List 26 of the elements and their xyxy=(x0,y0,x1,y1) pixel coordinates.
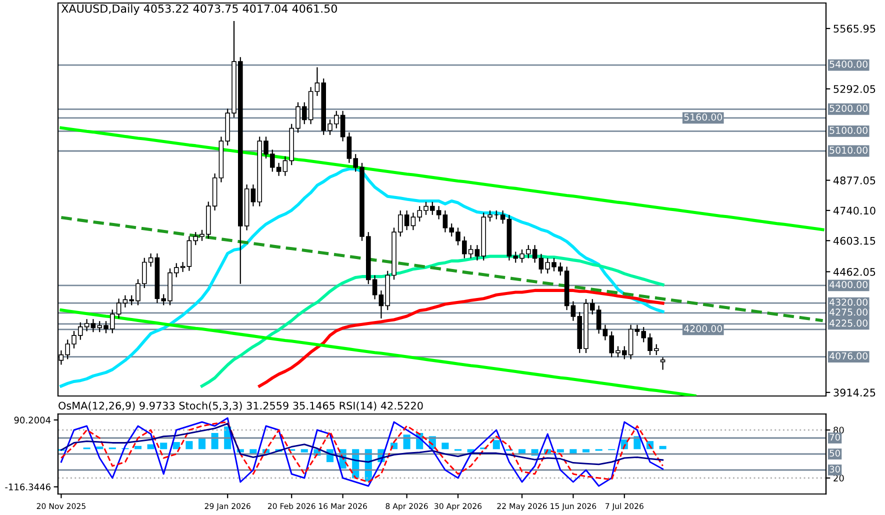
ref-line-label: 5010.00 xyxy=(830,146,868,154)
y-tick-label: 4740.10 xyxy=(833,206,876,215)
y-tick-label: 4877.05 xyxy=(833,176,876,184)
ref-line-label: 4275.00 xyxy=(830,308,868,316)
ref-line-label: 5100.00 xyxy=(830,126,868,134)
ref-line-label: 4200.00 xyxy=(684,325,722,332)
chart-title: XAUUSD,Daily 4053.22 4073.75 4017.04 4061.50 xyxy=(61,4,337,15)
y-tick-label: -116.3446 xyxy=(5,484,50,490)
ref-line-label: 5160.00 xyxy=(684,114,722,121)
ref-line-label: 70 xyxy=(830,434,840,441)
y-tick-label: 4603.15 xyxy=(833,236,876,245)
ref-line-label: 50 xyxy=(830,450,840,457)
ref-line-label: 4320.00 xyxy=(830,298,868,306)
y-tick-label: 5565.95 xyxy=(834,24,876,33)
y-tick-label: 4462.05 xyxy=(833,268,876,276)
chart-title: OsMA(12,26,9) 9.9733 Stoch(5,3,3) 31.2559 35.1465 RSI(14) 42.5220 xyxy=(58,402,423,411)
ref-line-label: 4076.00 xyxy=(830,352,868,360)
y-tick-label: 5292.05 xyxy=(834,85,876,93)
ref-line-label: 4400.00 xyxy=(830,280,868,288)
ref-line-label: 5200.00 xyxy=(830,104,868,112)
ref-line-label: 4225.00 xyxy=(830,320,868,327)
y2-tick-label: 20 xyxy=(834,474,844,482)
ref-line-label: 30 xyxy=(830,466,840,473)
ref-line-label: 5400.00 xyxy=(830,60,868,68)
y-tick-label: 3914.25 xyxy=(834,388,876,397)
y-tick-label: 90.2004 xyxy=(14,416,51,424)
